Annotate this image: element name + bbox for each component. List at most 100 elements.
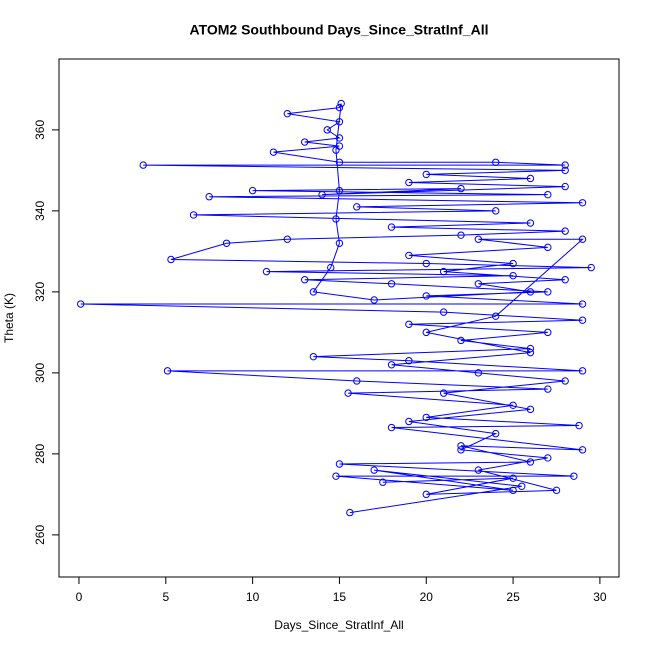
x-tick-label: 20 <box>420 590 434 604</box>
point <box>344 389 352 397</box>
point <box>457 231 465 239</box>
point <box>139 161 147 169</box>
point <box>387 280 396 288</box>
point <box>544 190 552 199</box>
point <box>422 490 430 499</box>
point <box>544 454 552 462</box>
point <box>526 219 535 227</box>
point <box>346 508 354 517</box>
point <box>439 308 448 316</box>
point <box>526 174 535 183</box>
point <box>405 357 413 365</box>
point <box>578 235 587 243</box>
x-tick-label: 5 <box>162 590 169 604</box>
point <box>439 389 448 397</box>
point <box>309 352 318 361</box>
point <box>283 235 292 243</box>
point <box>492 207 500 215</box>
point <box>379 478 387 486</box>
point <box>337 99 345 108</box>
point <box>205 193 213 201</box>
point <box>578 367 587 375</box>
x-tick-label: 25 <box>506 590 520 604</box>
y-tick-label: 280 <box>33 444 47 464</box>
point <box>578 199 587 207</box>
point <box>509 401 517 409</box>
point <box>492 312 500 320</box>
point <box>561 377 569 385</box>
x-tick-label: 30 <box>593 590 607 604</box>
point <box>189 211 198 219</box>
point <box>544 243 552 252</box>
point <box>570 472 578 480</box>
point <box>262 267 271 276</box>
y-tick-label: 300 <box>33 363 47 383</box>
point <box>552 486 561 495</box>
point <box>544 328 552 337</box>
point <box>332 215 340 223</box>
point <box>335 239 344 247</box>
point <box>387 423 396 432</box>
point <box>222 239 231 247</box>
point <box>518 482 526 490</box>
point <box>335 158 344 166</box>
point <box>332 146 340 154</box>
point <box>457 442 465 450</box>
point <box>587 263 595 272</box>
point <box>578 300 587 308</box>
plot-frame <box>58 58 620 578</box>
point <box>405 417 413 426</box>
x-tick-label: 10 <box>246 590 260 604</box>
point <box>509 486 517 495</box>
point <box>332 472 340 480</box>
point <box>163 367 172 375</box>
y-tick-label: 320 <box>33 282 47 302</box>
point <box>422 292 430 300</box>
point <box>405 320 413 328</box>
point <box>335 460 344 468</box>
point <box>509 259 517 268</box>
point <box>335 103 344 112</box>
point <box>492 429 500 438</box>
series-line <box>80 103 592 514</box>
point <box>474 280 483 288</box>
point <box>526 458 535 466</box>
y-axis-title: Theta (K) <box>2 293 16 343</box>
point <box>544 288 552 296</box>
point <box>578 446 587 454</box>
point <box>387 361 396 369</box>
y-tick-label: 360 <box>33 120 47 140</box>
point <box>474 466 483 474</box>
point <box>509 271 517 280</box>
point <box>318 190 326 199</box>
point <box>422 328 430 337</box>
x-tick-label: 0 <box>76 590 83 604</box>
y-tick-label: 260 <box>33 525 47 545</box>
point <box>335 118 344 126</box>
point <box>353 203 361 211</box>
point <box>370 466 378 474</box>
point <box>387 223 396 231</box>
point <box>248 186 257 195</box>
point <box>353 377 361 385</box>
point <box>544 385 552 393</box>
point <box>167 255 175 264</box>
point <box>370 296 378 304</box>
point <box>335 186 344 195</box>
x-tick-label: 15 <box>333 590 347 604</box>
point <box>578 316 587 324</box>
y-tick-label: 340 <box>33 201 47 221</box>
point <box>327 263 335 272</box>
point <box>422 259 430 268</box>
point <box>405 178 413 187</box>
point <box>439 267 448 276</box>
point <box>509 474 517 482</box>
point <box>269 148 278 156</box>
point <box>405 251 413 260</box>
x-axis-title: Days_Since_StratInf_All <box>274 618 403 632</box>
point <box>457 184 465 193</box>
point <box>309 288 318 296</box>
point <box>526 288 535 296</box>
point <box>283 109 292 118</box>
point <box>561 166 569 175</box>
